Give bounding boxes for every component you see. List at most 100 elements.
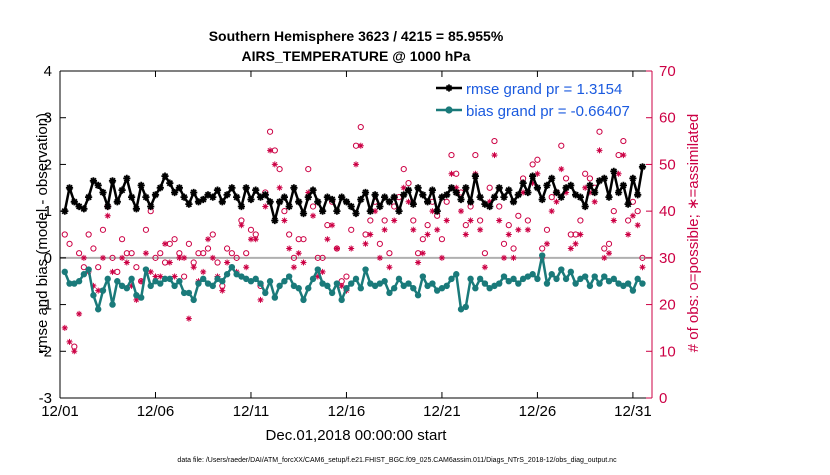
y-axis-label-right: # of obs: o=possible; ∗=assimilated [685, 114, 702, 353]
bias-point [200, 275, 207, 283]
obs-assimilated-point [591, 198, 598, 205]
rmse-point [576, 193, 584, 201]
obs-assimilated-point [410, 226, 417, 233]
obs-assimilated-point [90, 282, 97, 289]
rmse-point [457, 195, 465, 204]
obs-possible-point [357, 123, 364, 131]
obs-possible-point [281, 208, 288, 215]
obs-assimilated-point [333, 245, 340, 252]
rmse-point [132, 205, 140, 213]
obs-assimilated-point [123, 259, 130, 266]
bias-point [142, 266, 150, 273]
rmse-point [634, 191, 642, 199]
bias-point [90, 292, 97, 299]
bias-point [562, 275, 570, 283]
obs-possible-point [343, 273, 350, 280]
rmse-point [89, 177, 97, 185]
footer-data-file: data file: /Users/raeder/DAI/ATM_forcXX/… [177, 457, 617, 464]
obs-possible-point [266, 128, 274, 135]
obs-assimilated-point [314, 273, 321, 280]
obs-assimilated-point [529, 180, 536, 187]
bias-point [180, 289, 188, 297]
bias-point [290, 282, 298, 290]
obs-assimilated-point [166, 259, 173, 266]
rmse-point [533, 184, 541, 192]
bias-point [367, 280, 374, 287]
rmse-point [328, 195, 336, 204]
obs-assimilated-point [353, 161, 359, 168]
obs-assimilated-point [104, 212, 111, 219]
obs-assimilated-point [386, 264, 393, 271]
obs-assimilated-point [271, 161, 278, 168]
bias-point [414, 292, 422, 299]
bias-point [61, 268, 68, 276]
obs-possible-point [75, 250, 83, 257]
bias-point [524, 273, 532, 280]
x-tick-label: 12/11 [233, 403, 269, 420]
rmse-point [190, 188, 198, 197]
bias-point [443, 282, 450, 290]
obs-assimilated-point [281, 217, 288, 224]
y-tick-label-left: -1 [39, 297, 52, 314]
obs-possible-point [400, 166, 407, 173]
bias-point [634, 275, 641, 283]
bias-point [553, 275, 560, 283]
rmse-point [94, 181, 102, 189]
obs-assimilated-point [496, 217, 503, 224]
bias-point [152, 278, 159, 285]
bias-point [328, 289, 336, 297]
obs-assimilated-point [190, 264, 197, 271]
rmse-point [108, 177, 117, 185]
y-tick-label-right: 70 [659, 63, 676, 80]
rmse-point [75, 202, 83, 211]
bias-point [538, 252, 546, 259]
rmse-point [271, 216, 279, 225]
bias-point [395, 275, 403, 283]
bias-point [572, 280, 579, 287]
rmse-point [390, 193, 398, 201]
obs-assimilated-point [520, 189, 527, 196]
obs-assimilated-point [515, 226, 522, 233]
obs-possible-point [300, 236, 307, 243]
x-tick-label: 12/26 [519, 403, 557, 420]
rmse-point [624, 200, 632, 208]
bias-point [371, 282, 379, 290]
rmse-point [233, 193, 241, 201]
rmse-point [342, 198, 351, 206]
bias-point [228, 264, 236, 271]
y-tick-label-right: 50 [659, 156, 676, 173]
rmse-point [357, 195, 365, 204]
bias-point [496, 280, 503, 287]
bias-point [581, 273, 589, 280]
chart-title-line1: Southern Hemisphere 3623 / 4215 = 85.955… [209, 28, 504, 44]
bias-point [505, 278, 512, 285]
obs-assimilated-point [329, 222, 336, 229]
rmse-point [252, 186, 260, 194]
y-tick-label-right: 0 [659, 390, 667, 407]
bias-point [376, 280, 384, 287]
obs-possible-point [185, 240, 193, 247]
obs-assimilated-point [80, 254, 87, 261]
obs-possible-point [95, 264, 102, 271]
rmse-point [519, 179, 527, 187]
rmse-point [567, 181, 575, 189]
obs-possible-point [305, 166, 312, 173]
y-tick-label-left: -2 [39, 343, 52, 360]
obs-assimilated-point [582, 184, 589, 191]
obs-possible-point [491, 137, 498, 145]
bias-point [462, 303, 470, 311]
obs-assimilated-point [267, 147, 274, 154]
obs-possible-point [582, 170, 589, 177]
rmse-point [118, 186, 126, 194]
x-tick-label: 12/16 [328, 403, 366, 420]
rmse-point [104, 202, 112, 211]
obs-assimilated-point [501, 254, 507, 261]
bias-point [348, 280, 355, 287]
bias-point [424, 282, 431, 290]
bias-point [75, 278, 83, 285]
bias-point [615, 280, 622, 287]
rmse-point [538, 195, 546, 204]
obs-assimilated-point [558, 166, 565, 173]
obs-possible-point [558, 142, 565, 149]
